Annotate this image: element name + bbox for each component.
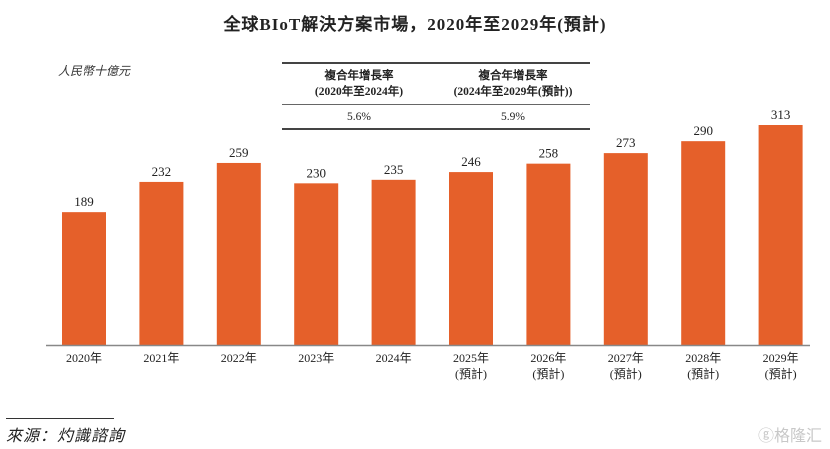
- x-tick-label: 2025年: [453, 351, 489, 365]
- bar-2029年: [758, 125, 803, 345]
- data-label: 232: [152, 164, 172, 179]
- bar-2024年: [371, 179, 416, 345]
- x-tick-label: 2027年: [608, 351, 644, 365]
- data-label: 189: [74, 194, 94, 209]
- watermark-text: 格隆汇: [773, 426, 822, 445]
- x-tick-note: (預計): [455, 366, 487, 381]
- x-tick-note: (預計): [687, 366, 719, 381]
- bar-2022年: [216, 162, 261, 345]
- x-tick-label: 2024年: [376, 351, 412, 365]
- x-tick-label: 2022年: [221, 351, 257, 365]
- bar-2027年: [603, 153, 648, 345]
- cagr-table: 複合年增長率 (2020年至2024年) 複合年增長率 (2024年至2029年…: [282, 62, 590, 130]
- cagr-table-divider: [282, 104, 590, 105]
- data-label: 246: [461, 154, 481, 169]
- data-label: 230: [306, 165, 326, 180]
- chart-title: 全球BIoT解決方案市場，2020年至2029年(預計): [223, 15, 607, 34]
- cagr-value-2: 5.9%: [501, 111, 525, 123]
- gelonghui-logo-icon: ⓖ: [757, 426, 774, 445]
- cagr-header-2: 複合年增長率 (2024年至2029年(預計)): [436, 68, 590, 100]
- data-label: 235: [384, 162, 404, 177]
- cagr-header-1-line1: 複合年增長率: [324, 70, 394, 82]
- cagr-header-2-line2: (2024年至2029年(預計)): [453, 86, 573, 98]
- bar-2028年: [681, 141, 726, 345]
- cagr-header-2-line1: 複合年增長率: [478, 70, 548, 82]
- bar-2023年: [294, 183, 339, 345]
- footer-divider: [6, 418, 114, 419]
- x-tick-label: 2028年: [685, 351, 721, 365]
- watermark-logo: ⓖ格隆汇: [758, 422, 822, 446]
- x-tick-label: 2026年: [530, 351, 566, 365]
- cagr-value-1: 5.6%: [347, 111, 371, 123]
- cagr-header-1-line2: (2020年至2024年): [314, 86, 404, 98]
- x-tick-label: 2029年: [763, 351, 799, 365]
- x-tick-note: (預計): [765, 366, 797, 381]
- cagr-header-1: 複合年增長率 (2020年至2024年): [282, 68, 436, 100]
- data-label: 290: [693, 123, 713, 138]
- y-axis-unit-label: 人民幣十億元: [58, 64, 131, 78]
- data-label: 273: [616, 135, 636, 150]
- source-note: 來源：灼識諮詢: [6, 428, 126, 445]
- data-label: 259: [229, 145, 249, 160]
- bar-2020年: [62, 212, 106, 345]
- data-label: 258: [539, 146, 559, 161]
- bar-2021年: [139, 181, 184, 345]
- x-tick-note: (預計): [532, 366, 564, 381]
- x-tick-label: 2023年: [298, 351, 334, 365]
- bar-2025年: [449, 172, 493, 345]
- x-tick-note: (預計): [610, 366, 642, 381]
- x-tick-label: 2021年: [143, 351, 179, 365]
- x-tick-label: 2020年: [66, 351, 102, 365]
- data-label: 313: [771, 107, 791, 122]
- bar-2026年: [526, 163, 571, 345]
